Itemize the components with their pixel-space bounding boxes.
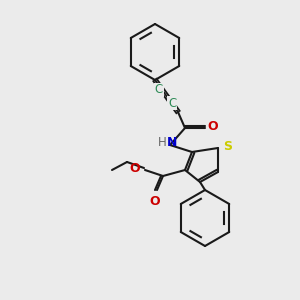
Text: O: O <box>207 121 217 134</box>
Text: N: N <box>167 136 177 149</box>
Text: C: C <box>168 97 176 110</box>
Text: H: H <box>158 136 166 149</box>
Text: O: O <box>150 195 160 208</box>
Text: C: C <box>155 83 163 96</box>
Text: S: S <box>223 140 232 154</box>
Text: O: O <box>129 163 140 176</box>
